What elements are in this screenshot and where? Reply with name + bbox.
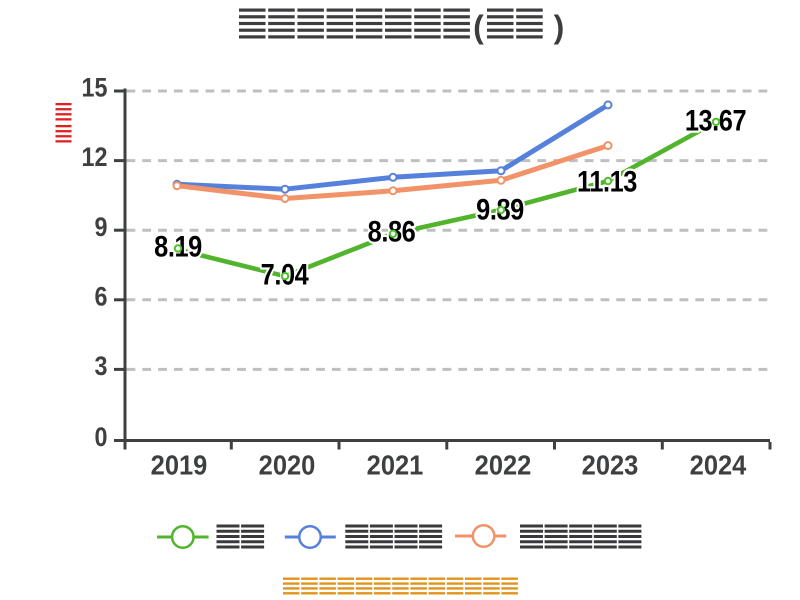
svg-text:13.67: 13.67 xyxy=(685,104,746,137)
svg-text:2019: 2019 xyxy=(151,449,208,480)
svg-text:2022: 2022 xyxy=(475,449,532,480)
svg-text:3: 3 xyxy=(95,352,108,382)
svg-text:2021: 2021 xyxy=(367,449,424,480)
svg-text:(: ( xyxy=(473,9,484,45)
svg-text:): ) xyxy=(554,9,565,45)
svg-text:2020: 2020 xyxy=(259,449,316,480)
svg-text:2023: 2023 xyxy=(582,449,639,480)
svg-text:6: 6 xyxy=(95,282,108,312)
svg-text:9: 9 xyxy=(95,212,108,242)
svg-text:0: 0 xyxy=(95,423,108,453)
svg-text:12: 12 xyxy=(82,143,108,173)
svg-text:11.13: 11.13 xyxy=(577,165,637,198)
svg-text:2024: 2024 xyxy=(690,449,747,480)
svg-text:15: 15 xyxy=(82,73,108,103)
